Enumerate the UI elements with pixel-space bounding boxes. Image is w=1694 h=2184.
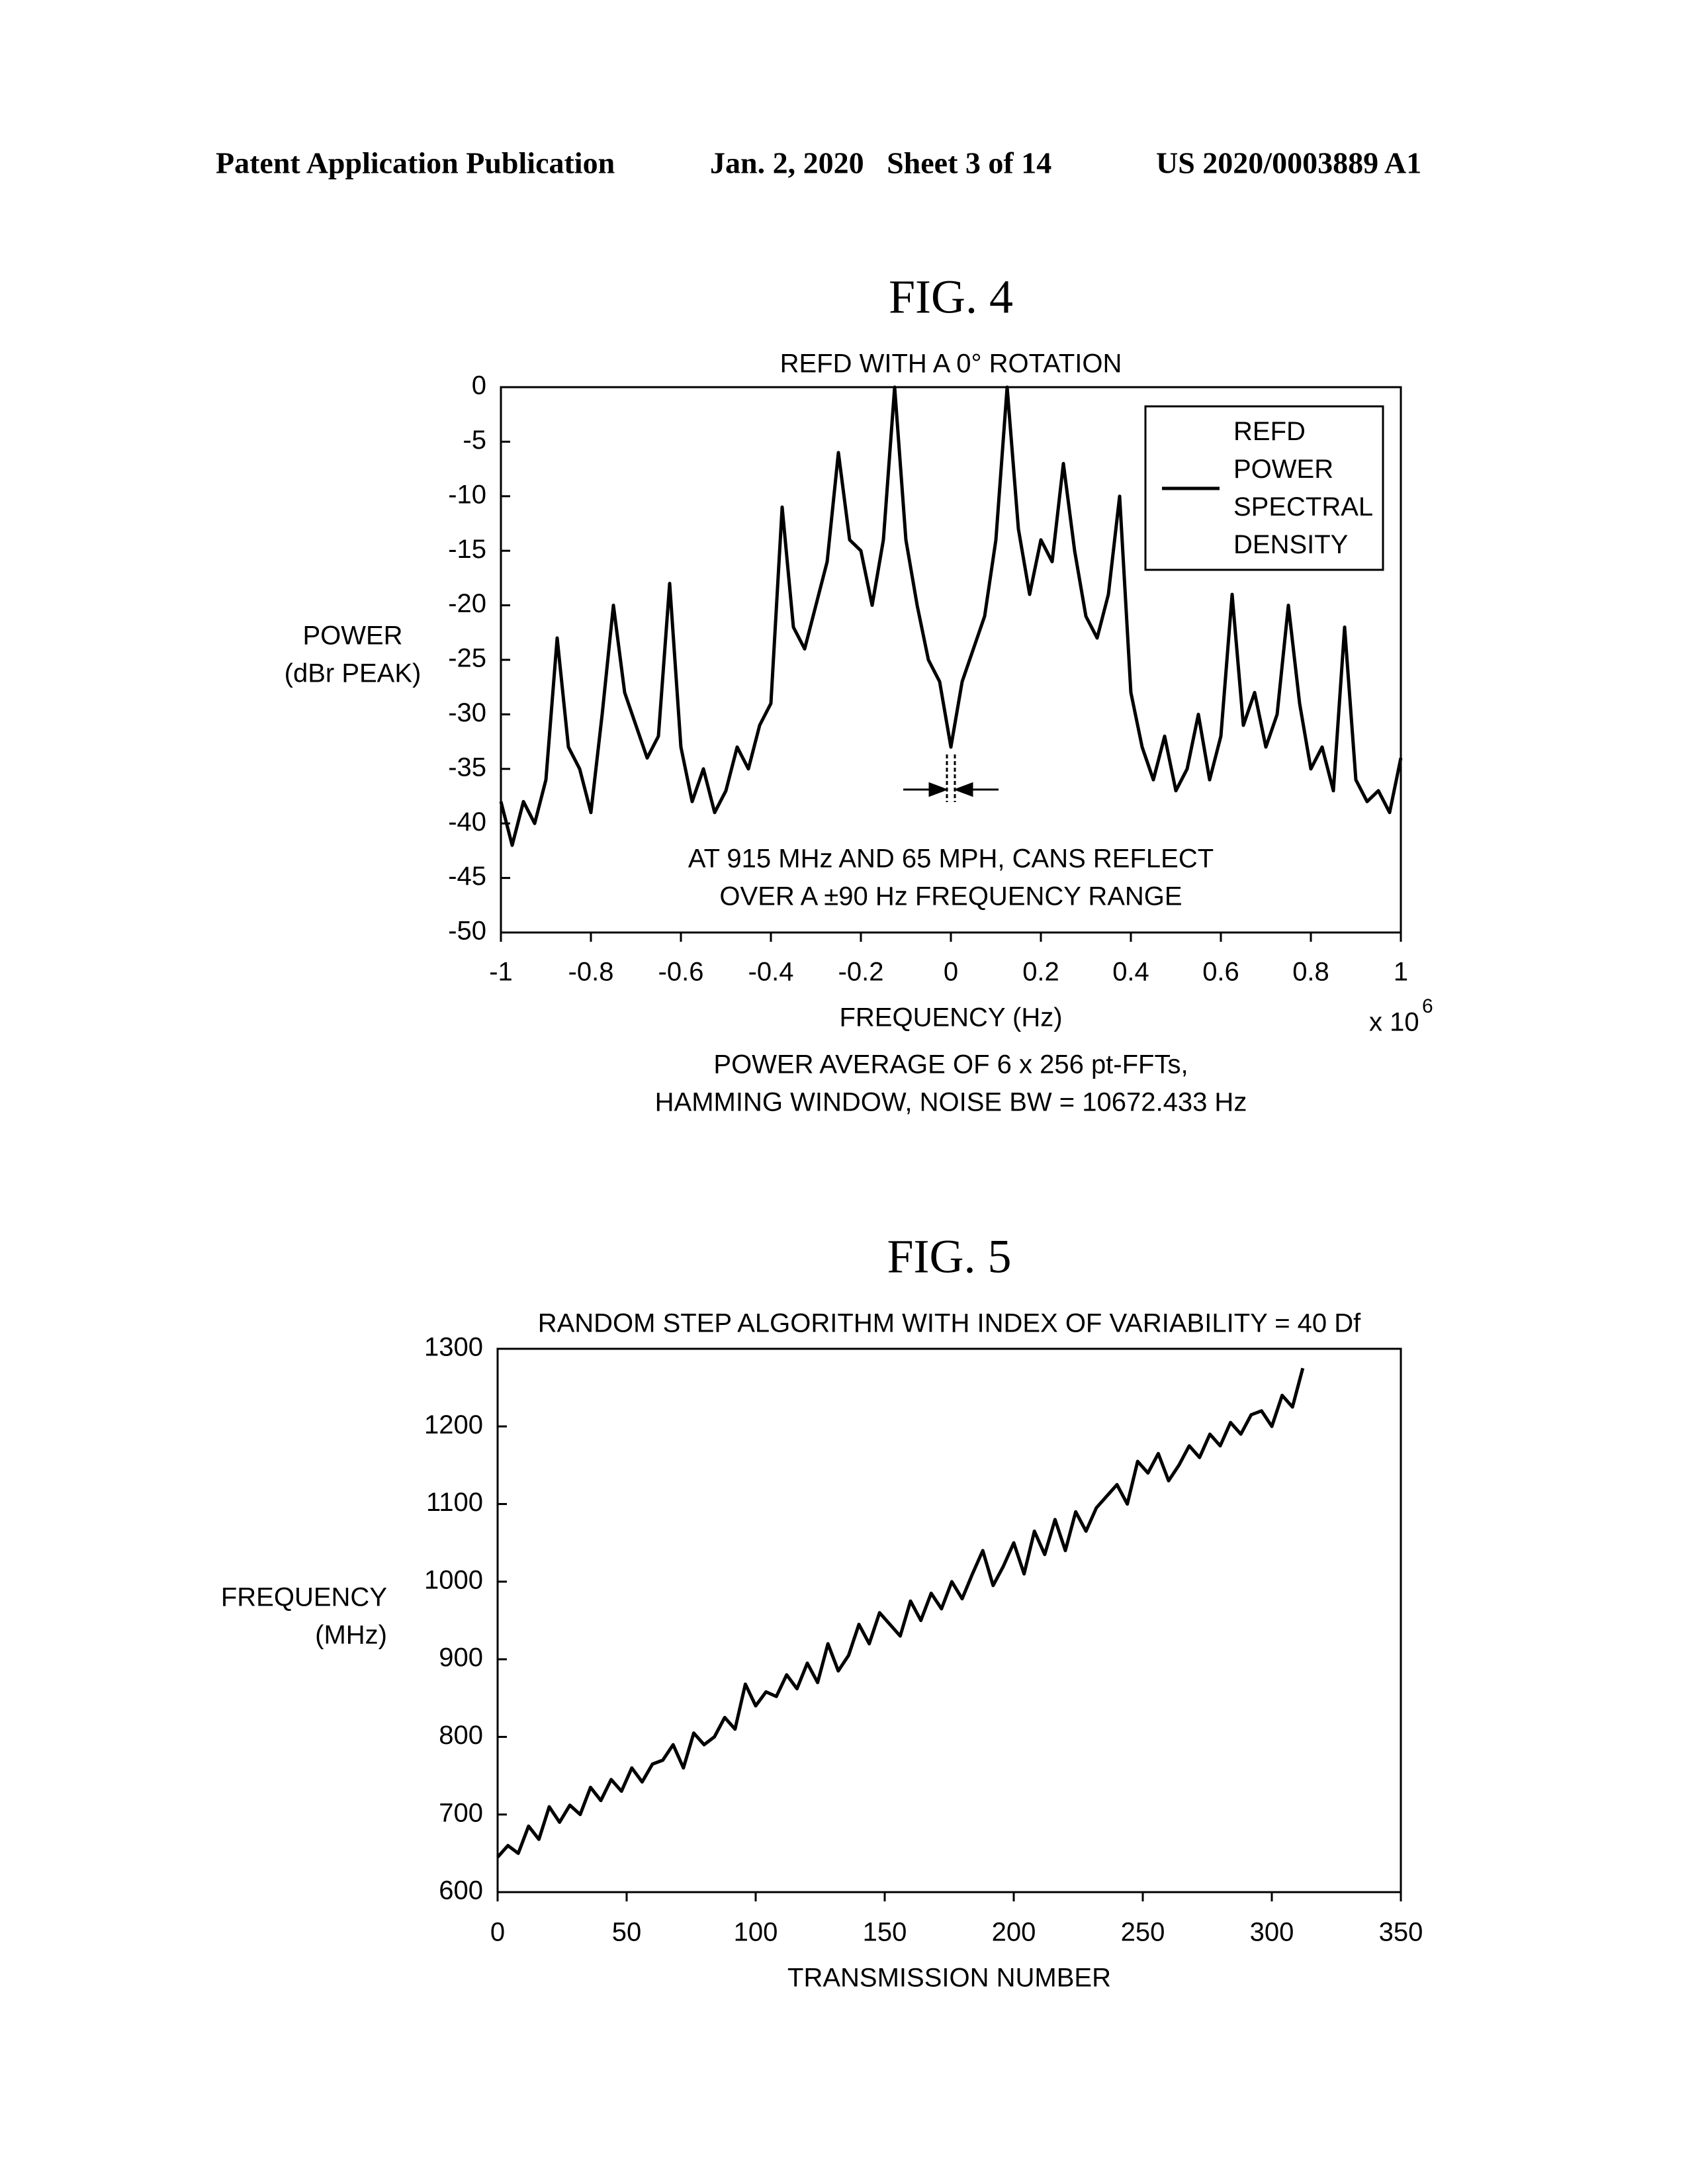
y-tick-label: 1300 [424, 1333, 483, 1362]
x-tick-label: 300 [1250, 1918, 1294, 1947]
header-number: US 2020/0003889 A1 [1156, 146, 1421, 180]
x-tick-label: -0.2 [838, 958, 884, 987]
x-tick-label: 50 [612, 1918, 642, 1947]
chart-title: RANDOM STEP ALGORITHM WITH INDEX OF VARI… [538, 1309, 1361, 1338]
legend-label: REFD POWER SPECTRAL DENSITY [1233, 417, 1380, 559]
y-tick-label: -40 [448, 807, 486, 837]
x-multiplier: x 10 [1369, 1008, 1419, 1037]
x-tick-label: -0.4 [748, 958, 794, 987]
x-tick-label: 200 [992, 1918, 1036, 1947]
y-tick-label: 600 [439, 1876, 483, 1905]
x-tick-label: 0 [490, 1918, 505, 1947]
y-tick-label: -15 [448, 535, 486, 564]
note: POWER AVERAGE OF 6 x 256 pt-FFTs, [713, 1050, 1188, 1079]
x-multiplier-exponent: 6 [1422, 995, 1433, 1017]
annotation: AT 915 MHz AND 65 MPH, CANS REFLECT [688, 844, 1214, 874]
header-date-sheet: Jan. 2, 2020 Sheet 3 of 14 [710, 146, 1051, 180]
x-axis-label: FREQUENCY (Hz) [839, 1003, 1062, 1032]
plot-frame [496, 1347, 1402, 1893]
figure-label: FIG. 4 [889, 271, 1013, 324]
x-axis-label: TRANSMISSION NUMBER [787, 1964, 1111, 1993]
x-tick-label: 0.4 [1112, 958, 1149, 987]
x-tick-label: 0.2 [1022, 958, 1059, 987]
y-tick-label: 700 [439, 1798, 483, 1827]
x-tick-label: 0.8 [1292, 958, 1329, 987]
x-tick-label: 350 [1379, 1918, 1423, 1947]
x-tick-label: -0.8 [568, 958, 614, 987]
note: HAMMING WINDOW, NOISE BW = 10672.433 Hz [655, 1088, 1247, 1117]
y-tick-label: 900 [439, 1643, 483, 1672]
y-axis-label: POWER [302, 621, 402, 651]
y-tick-label: -45 [448, 862, 486, 891]
x-tick-label: 0.6 [1202, 958, 1239, 987]
y-tick-label: 0 [472, 371, 486, 400]
data-line [499, 385, 1403, 847]
y-tick-label: -35 [448, 752, 486, 782]
y-tick-label: -10 [448, 480, 486, 509]
range-marker [903, 754, 999, 802]
y-tick-label: -30 [448, 698, 486, 727]
y-tick-label: -5 [463, 426, 486, 455]
y-tick-label: -25 [448, 644, 486, 673]
x-tick-label: 250 [1121, 1918, 1165, 1947]
x-tick-label: -1 [489, 958, 513, 987]
y-axis-label: (MHz) [315, 1621, 387, 1650]
y-tick-label: 1200 [424, 1410, 483, 1439]
x-tick-label: 1 [1394, 958, 1408, 987]
y-tick-label: 800 [439, 1721, 483, 1750]
y-tick-label: -20 [448, 589, 486, 618]
y-tick-label: -50 [448, 917, 486, 946]
y-axis-label: (dBr PEAK) [285, 659, 422, 688]
figure-label: FIG. 5 [887, 1230, 1011, 1283]
data-line [496, 1367, 1305, 1858]
x-tick-label: 100 [734, 1918, 778, 1947]
x-tick-label: 0 [944, 958, 958, 987]
y-tick-label: 1100 [426, 1488, 483, 1517]
x-tick-label: -0.6 [658, 958, 704, 987]
annotation: OVER A ±90 Hz FREQUENCY RANGE [719, 882, 1182, 911]
chart-title: REFD WITH A 0° ROTATION [780, 349, 1122, 379]
y-axis-label: FREQUENCY [221, 1583, 387, 1612]
x-tick-label: 150 [863, 1918, 907, 1947]
y-tick-label: 1000 [424, 1565, 483, 1594]
header-publication: Patent Application Publication [216, 146, 615, 180]
